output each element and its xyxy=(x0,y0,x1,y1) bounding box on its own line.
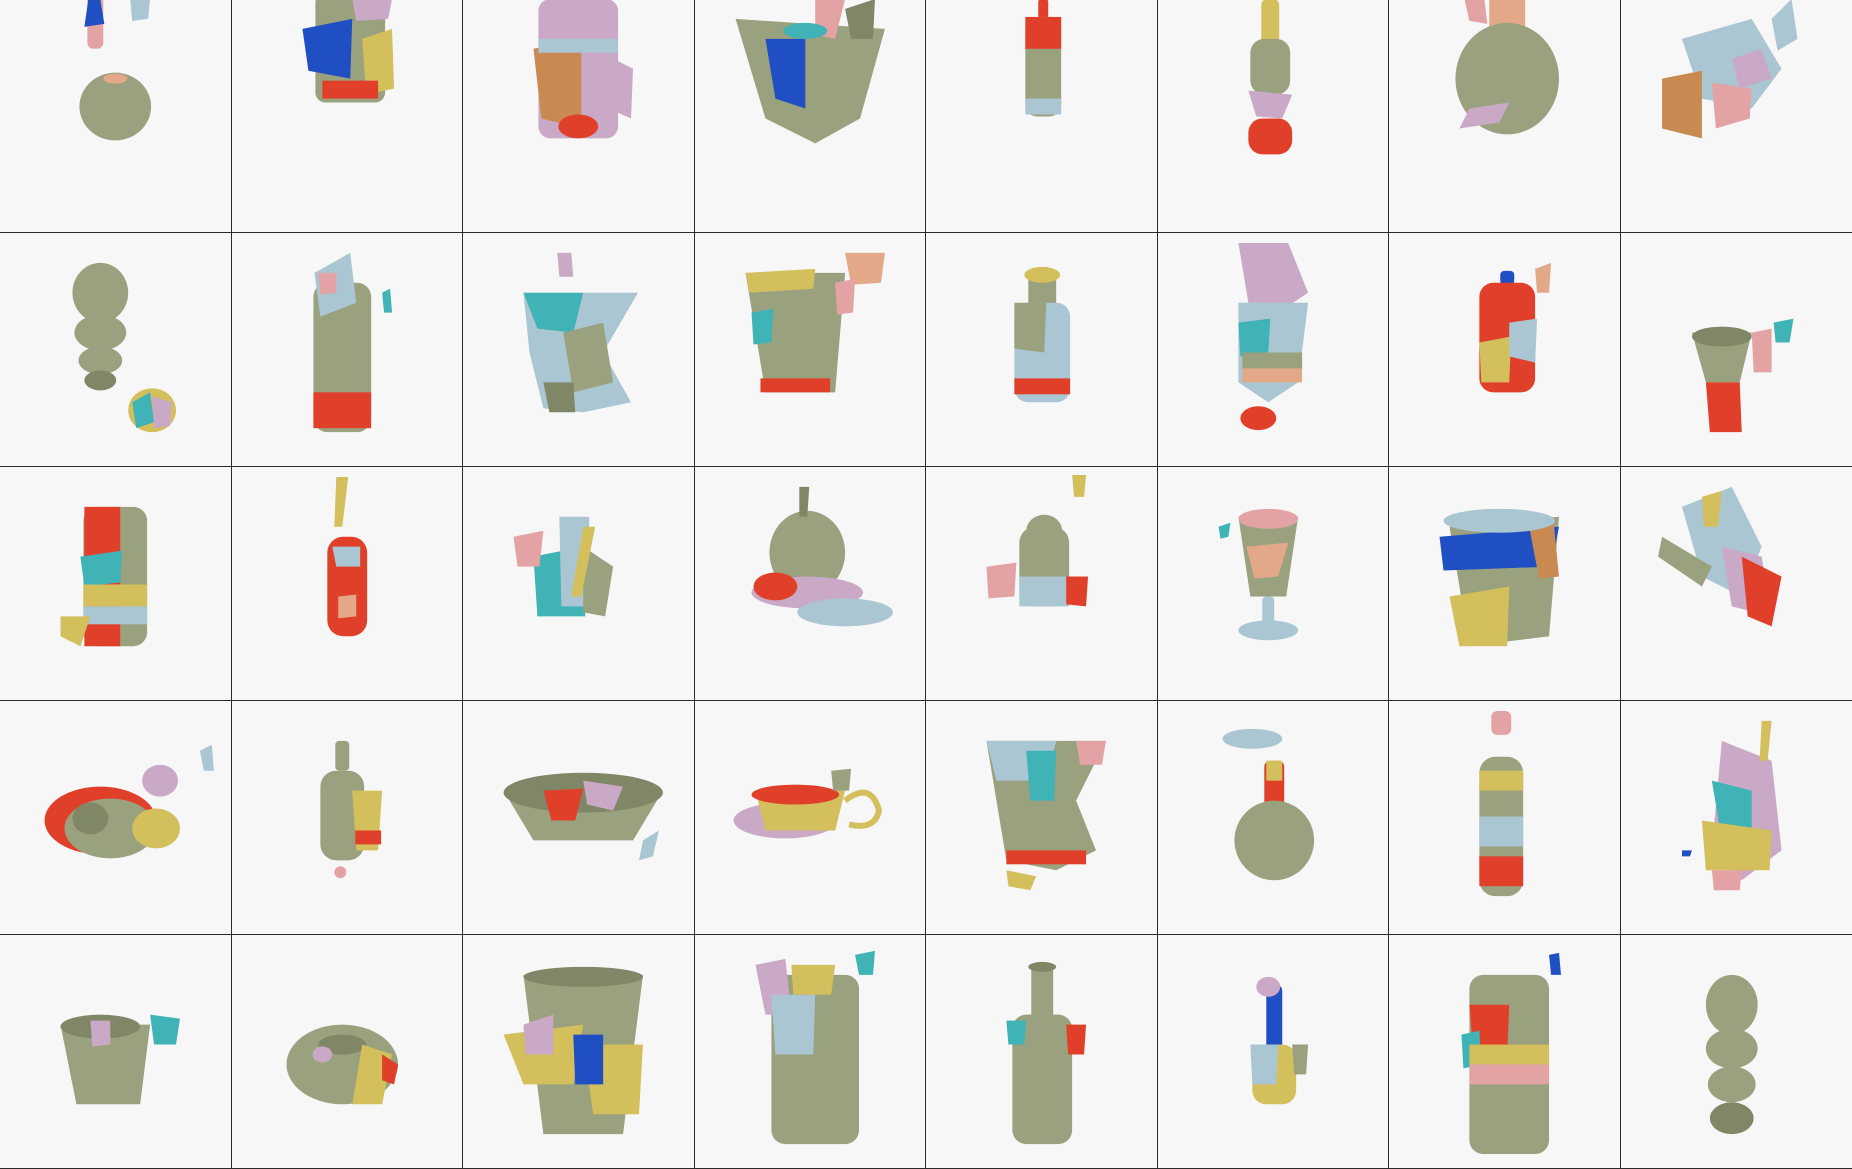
grid-cell-mug-orange xyxy=(463,0,695,233)
object-render xyxy=(695,233,926,466)
object-render xyxy=(232,701,463,934)
object-render xyxy=(1158,233,1389,466)
object-render xyxy=(926,0,1157,232)
object-render xyxy=(695,935,926,1168)
grid-cell-sphere-spout xyxy=(695,467,927,701)
grid-cell-shard-tower xyxy=(1621,701,1852,935)
object-render xyxy=(232,0,463,232)
grid-cell-cylinder-broken xyxy=(1389,935,1621,1169)
object-render xyxy=(463,0,694,232)
grid-cell-box-teal xyxy=(463,467,695,701)
grid-cell-bottle-slim-red xyxy=(926,0,1158,233)
grid-cell-bottle-long xyxy=(1158,0,1390,233)
grid-cell-pot-blue-band xyxy=(1389,467,1621,701)
grid-cell-broken-vase xyxy=(1621,0,1852,233)
object-render xyxy=(232,467,463,700)
object-render xyxy=(926,233,1157,466)
grid-cell-flask-round xyxy=(1389,0,1621,233)
object-render xyxy=(232,935,463,1168)
object-render xyxy=(1389,233,1620,466)
grid-cell-flask-red-neck xyxy=(1158,701,1390,935)
object-render xyxy=(1158,935,1389,1168)
grid-cell-cylinder-tall xyxy=(695,935,927,1169)
object-render xyxy=(1158,0,1389,232)
object-render xyxy=(463,935,694,1168)
grid-cell-shard-spread xyxy=(1621,467,1852,701)
object-render xyxy=(1158,701,1389,934)
grid-cell-vase-wide-blue xyxy=(695,0,927,233)
grid-cell-teapot-low xyxy=(695,701,927,935)
object-render xyxy=(1389,467,1620,700)
object-render xyxy=(695,0,926,232)
object-render xyxy=(1621,467,1852,700)
object-render xyxy=(1389,701,1620,934)
object-grid xyxy=(0,0,1852,1039)
object-render xyxy=(0,935,231,1168)
grid-cell-bucket-broken xyxy=(463,935,695,1169)
object-render xyxy=(695,701,926,934)
object-render xyxy=(1158,467,1389,700)
grid-cell-small-figure xyxy=(1158,935,1390,1169)
grid-cell-bowl-pile xyxy=(0,701,232,935)
grid-cell-goblet-small xyxy=(1621,233,1852,467)
object-render xyxy=(1389,0,1620,232)
object-render xyxy=(0,467,231,700)
grid-cell-small-jar xyxy=(926,467,1158,701)
grid-cell-bottle-wine xyxy=(926,233,1158,467)
grid-cell-cylinder-vase xyxy=(232,233,464,467)
grid-cell-stacked-gourd xyxy=(0,233,232,467)
grid-cell-bottle-neck xyxy=(926,935,1158,1169)
object-render xyxy=(926,935,1157,1168)
grid-cell-goblet-pink xyxy=(1158,467,1390,701)
object-render xyxy=(926,467,1157,700)
grid-cell-bottle-tall-striped xyxy=(1389,701,1621,935)
grid-cell-cylinder-red xyxy=(0,467,232,701)
grid-cell-bottle-red-small xyxy=(232,467,464,701)
object-render xyxy=(0,233,231,466)
object-render xyxy=(1621,935,1852,1168)
grid-cell-tall-vase-broken xyxy=(1158,233,1390,467)
grid-cell-cup-small xyxy=(0,935,232,1169)
grid-cell-cup-blue xyxy=(232,0,464,233)
object-render xyxy=(926,701,1157,934)
object-render xyxy=(1621,701,1852,934)
grid-cell-scattered-ball xyxy=(0,0,232,233)
grid-cell-vase-hourglass xyxy=(463,233,695,467)
object-render xyxy=(0,0,231,232)
grid-cell-bottle-blue-cap xyxy=(1389,233,1621,467)
grid-cell-gourd-tall xyxy=(1621,935,1852,1169)
object-render xyxy=(463,467,694,700)
object-render xyxy=(1389,935,1620,1168)
object-render xyxy=(0,701,231,934)
object-render xyxy=(695,467,926,700)
grid-cell-bowl-wide xyxy=(463,701,695,935)
object-render xyxy=(232,233,463,466)
grid-cell-teapot-dome xyxy=(232,935,464,1169)
object-render xyxy=(463,701,694,934)
grid-cell-cup-wide xyxy=(695,233,927,467)
object-render xyxy=(463,233,694,466)
object-render xyxy=(1621,0,1852,232)
object-render xyxy=(1621,233,1852,466)
grid-cell-bottle-and-cup xyxy=(232,701,464,935)
grid-cell-vase-wide-teal xyxy=(926,701,1158,935)
